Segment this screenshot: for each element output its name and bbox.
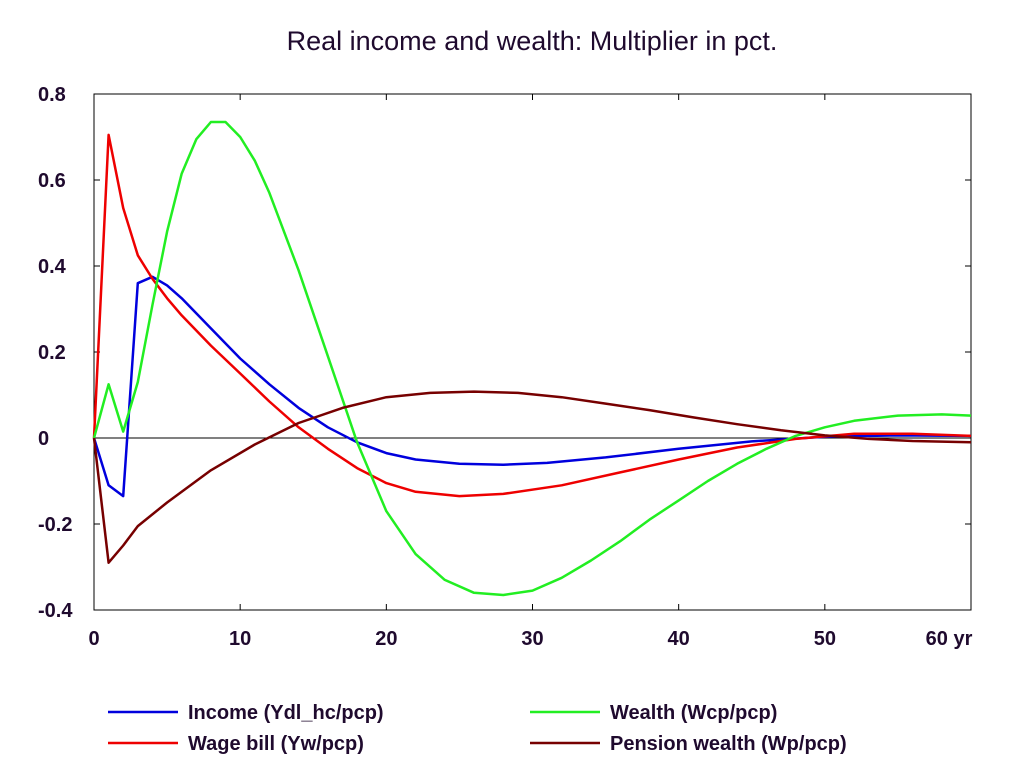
x-tick-label: 50	[814, 628, 836, 650]
chart-title: Real income and wealth: Multiplier in pc…	[287, 26, 778, 56]
y-tick-label: -0.4	[38, 600, 73, 622]
series-line-0	[92, 275, 972, 498]
x-tick-label: 30	[521, 628, 543, 650]
plot-frame	[93, 93, 972, 611]
y-tick-label: 0.8	[38, 84, 66, 106]
legend-label-3: Pension wealth (Wp/pcp)	[610, 733, 847, 755]
y-tick-label: 0.2	[38, 342, 66, 364]
y-tick-label: -0.2	[38, 514, 72, 536]
x-tick-label: 40	[668, 628, 690, 650]
y-tick-label: 0	[38, 428, 49, 450]
y-tick-label: 0.6	[38, 170, 66, 192]
x-tick-label: 60 yr	[926, 628, 973, 650]
legend-label-0: Income (Ydl_hc/pcp)	[188, 702, 384, 724]
legend-label-1: Wage bill (Yw/pcp)	[188, 733, 364, 755]
series-line-2	[92, 120, 972, 597]
series-line-1	[92, 133, 972, 498]
y-tick-label: 0.4	[38, 256, 67, 278]
x-tick-label: 0	[88, 628, 99, 650]
axes: -0.4 -0.2 0 0.2 0.4 0.6 0.8 0 10 20 30 40 50 60 yr	[38, 84, 973, 650]
series-layer	[92, 120, 972, 597]
x-tick-label: 20	[375, 628, 397, 650]
x-tick-label: 10	[229, 628, 251, 650]
legend-label-2: Wealth (Wcp/pcp)	[610, 702, 777, 724]
legend: Income (Ydl_hc/pcp) Wage bill (Yw/pcp) Wea…	[108, 702, 847, 755]
series-line-3	[92, 390, 972, 564]
